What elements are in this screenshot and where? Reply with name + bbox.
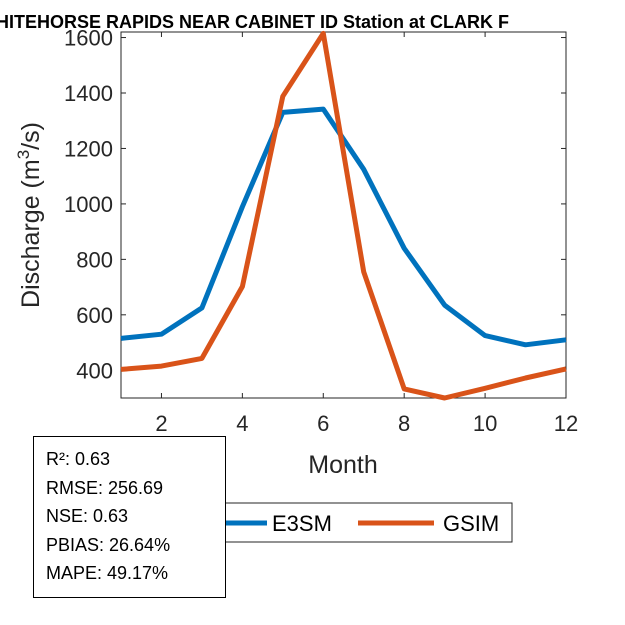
stat-pbias: PBIAS: 26.64% bbox=[46, 534, 171, 555]
y-axis-label-main: Discharge (m bbox=[17, 159, 45, 308]
y-axis-label: Discharge (m3/s) bbox=[14, 122, 45, 308]
x-axis-label: Month bbox=[308, 451, 377, 479]
y-tick-label: 1600 bbox=[64, 26, 113, 51]
series-line-gsim bbox=[120, 30, 567, 401]
legend-label-e3sm: E3SM bbox=[272, 511, 332, 536]
stat-nse: NSE: 0.63 bbox=[46, 506, 129, 526]
x-tick-label: 4 bbox=[236, 411, 248, 436]
chart-title: HITEHORSE RAPIDS NEAR CABINET ID Station… bbox=[0, 12, 509, 32]
stat-r2: R²: 0.63 bbox=[46, 449, 111, 469]
y-tick-label: 800 bbox=[76, 247, 113, 272]
legend: E3SM GSIM bbox=[199, 502, 513, 543]
x-tick-label: 2 bbox=[155, 411, 167, 436]
legend-label-gsim: GSIM bbox=[443, 511, 499, 536]
stat-rmse: RMSE: 256.69 bbox=[46, 477, 164, 498]
y-tick-label: 400 bbox=[76, 358, 113, 383]
stat-mape: MAPE: 49.17% bbox=[46, 563, 169, 583]
series-layer bbox=[120, 30, 567, 401]
x-tick-label: 8 bbox=[398, 411, 410, 436]
y-tick-label: 1200 bbox=[64, 136, 113, 161]
x-tick-label: 12 bbox=[554, 411, 578, 436]
y-axis-label-tail: /s) bbox=[17, 122, 45, 150]
y-axis-label-sup: 3 bbox=[14, 150, 33, 159]
y-tick-label: 1400 bbox=[64, 81, 113, 106]
x-tick-label: 10 bbox=[473, 411, 497, 436]
y-tick-label: 600 bbox=[76, 303, 113, 328]
y-tick-label: 1000 bbox=[64, 192, 113, 217]
stats-box: R²: 0.63 RMSE: 256.69 NSE: 0.63 PBIAS: 2… bbox=[33, 436, 226, 598]
axis-ticks: 2 4 6 8 10 12 400 600 800 1000 1200 1400 1600 bbox=[64, 26, 578, 436]
x-tick-label: 6 bbox=[317, 411, 329, 436]
plot-area bbox=[120, 31, 567, 399]
